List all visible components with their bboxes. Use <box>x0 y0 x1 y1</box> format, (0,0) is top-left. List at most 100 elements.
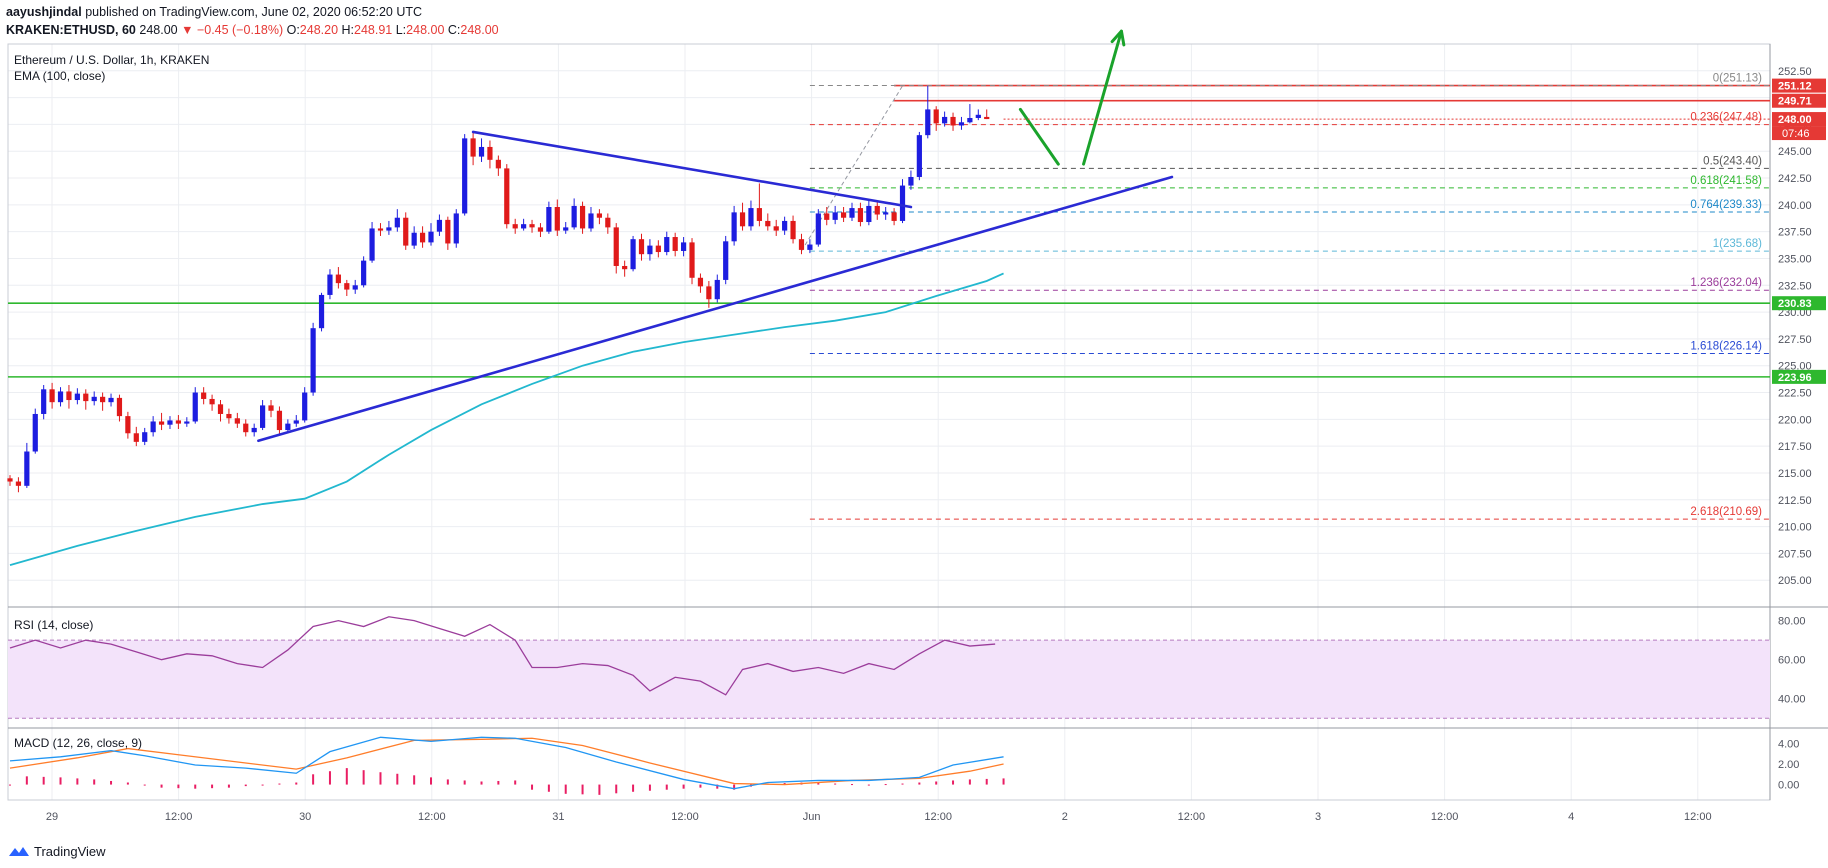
rsi-band-fill <box>8 640 1770 719</box>
candle-body <box>478 146 485 157</box>
macd-histogram-bar <box>783 783 786 785</box>
candle-body <box>167 420 173 425</box>
candle-body <box>605 217 611 228</box>
ema-100-line <box>9 272 1004 567</box>
macd-histogram-bar <box>968 779 971 785</box>
macd-histogram-bar <box>531 784 534 790</box>
candle-body <box>100 396 106 403</box>
candle-body <box>588 213 594 229</box>
symbol-label[interactable]: KRAKEN:ETHUSD, 60 <box>6 23 136 37</box>
time-tick-label: 12:00 <box>1431 811 1459 823</box>
candle-body <box>260 405 266 428</box>
fib-level-label: 0.236(247.48) <box>1690 112 1762 124</box>
candle-body <box>773 226 779 231</box>
macd-tick-label: 2.00 <box>1778 759 1799 771</box>
arrows[interactable] <box>1018 29 1126 166</box>
macd-histogram-bar <box>194 784 197 789</box>
candle-body <box>108 397 114 403</box>
candle-body <box>958 122 965 126</box>
price-tick-label: 225.00 <box>1778 361 1812 373</box>
macd-histogram-bar <box>160 784 163 788</box>
candle-body <box>184 421 190 424</box>
candle-body <box>302 392 308 421</box>
macd-histogram-bar <box>446 779 449 785</box>
macd-histogram-bar <box>430 777 432 785</box>
macd-tick-label: 0.00 <box>1778 780 1799 792</box>
macd-histogram-bar <box>598 784 601 795</box>
resistance-249-tag: 249.71 <box>1778 96 1812 108</box>
last-price-tag: 248.00 <box>1778 114 1812 126</box>
time-tick-label: Jun <box>803 811 821 823</box>
price-tick-label: 207.50 <box>1778 548 1812 560</box>
trendlines[interactable] <box>257 130 1174 443</box>
candle-body <box>175 420 181 424</box>
candle-body <box>916 135 922 177</box>
candle-body <box>352 285 358 290</box>
candle-body <box>361 260 367 286</box>
fib-level-label: 2.618(210.69) <box>1690 506 1762 518</box>
fib-level-label: 1(235.68) <box>1713 238 1762 250</box>
price-tick-label: 215.00 <box>1778 468 1812 480</box>
macd-histogram-bar <box>227 784 230 788</box>
ema-legend: EMA (100, close) <box>14 69 105 83</box>
candle-body <box>133 433 139 442</box>
macd-histogram-bar <box>547 784 550 792</box>
candle-body <box>377 228 384 231</box>
rally-arrow <box>1082 29 1123 166</box>
resistance-249-tag-bg <box>1772 93 1826 108</box>
time-tick-label: 12:00 <box>924 811 952 823</box>
candle-body <box>327 274 333 295</box>
price-tick-label: 252.50 <box>1778 66 1812 78</box>
time-tick-label: 12:00 <box>1178 811 1206 823</box>
rsi-legend: RSI (14, close) <box>14 618 93 632</box>
time-tick-label: 31 <box>552 811 564 823</box>
candle-body <box>453 213 459 244</box>
fib-level-label: 0(251.13) <box>1713 73 1762 85</box>
low-label: L: <box>395 23 407 37</box>
resistance-251-tag: 251.12 <box>1778 81 1812 93</box>
candle-body <box>243 423 249 433</box>
candle-body <box>57 391 64 403</box>
candle-body <box>470 138 476 157</box>
chart-grid <box>8 44 1770 800</box>
candle-body <box>765 220 771 227</box>
indicator-lines <box>9 616 1005 795</box>
candle-body <box>798 239 805 250</box>
author-name[interactable]: aayushjindal <box>6 5 82 19</box>
candle-body <box>335 274 341 284</box>
candle-body <box>664 237 670 253</box>
price-tick-label: 237.50 <box>1778 227 1812 239</box>
candle-body <box>386 227 392 231</box>
rsi-tick-label: 80.00 <box>1778 616 1806 628</box>
candle-body <box>672 237 678 251</box>
macd-histogram-bar <box>514 780 517 785</box>
candle-body <box>967 117 973 123</box>
time-axis[interactable]: 29 12:00 30 12:00 31 12:00 Jun 12:00 2 12:00 3 12:0… <box>46 811 1712 823</box>
countdown-tag-bg <box>1772 126 1826 141</box>
open-label: O: <box>286 23 300 37</box>
macd-signal-line <box>9 737 1004 786</box>
candle-body <box>815 213 821 245</box>
macd-histogram-bar <box>665 784 668 790</box>
open-value: 248.20 <box>299 23 339 37</box>
macd-histogram-bar <box>985 778 988 785</box>
candle-body <box>681 242 687 251</box>
rsi-band <box>8 639 1770 719</box>
fib-level-label: 0.618(241.58) <box>1690 175 1762 187</box>
candle-body <box>638 239 645 255</box>
fibonacci-retracement[interactable]: 0(251.13) 0.236(247.48) 0.5(243.40) 0.618(2… <box>801 73 1770 520</box>
price-tick-label: 227.50 <box>1778 334 1812 346</box>
price-tick-label: 210.00 <box>1778 522 1812 534</box>
candle-body <box>748 208 754 227</box>
tradingview-brand[interactable]: TradingView <box>8 840 106 862</box>
candle-body <box>630 239 636 270</box>
close-value: 248.00 <box>460 23 499 37</box>
price-axis[interactable]: 205.00 207.50 210.00 212.50 215.00 217.50 220.… <box>1003 66 1826 792</box>
price-tick-label: 245.00 <box>1778 146 1812 158</box>
candle-body <box>790 220 796 240</box>
countdown-tag: 07:46 <box>1782 128 1810 140</box>
candle-body <box>15 481 22 486</box>
macd-histogram-bar <box>345 768 348 785</box>
price-tick-label: 240.00 <box>1778 200 1812 212</box>
